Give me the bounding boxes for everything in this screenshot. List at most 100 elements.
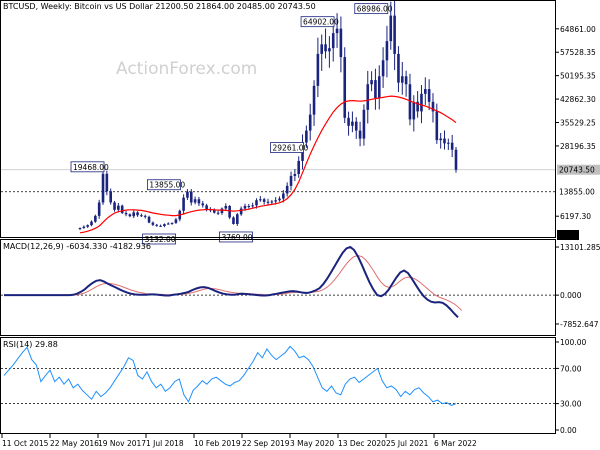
rsi-panel: 100.00 70.00 30.00 0.00	[1, 338, 586, 435]
candle-body	[239, 208, 243, 215]
candle-body	[255, 200, 258, 206]
annotation-label: 68986.00	[357, 5, 393, 14]
candle-body	[224, 205, 228, 209]
macd-panel: 13101.285 0.000 -7852.647	[1, 243, 600, 329]
macd-signal-line	[4, 254, 463, 311]
candle-body	[251, 205, 254, 207]
candle-body	[193, 199, 197, 203]
macd-panel-frame	[0, 239, 556, 336]
x-tick-label: 6 Mar 2022	[434, 439, 477, 448]
candle-body	[374, 80, 377, 98]
candle-body	[278, 198, 281, 201]
macd-tick-label: 0.000	[560, 291, 582, 300]
candle-body	[120, 205, 124, 213]
candle-body	[404, 76, 408, 85]
candle-body	[351, 121, 354, 126]
x-tick-label: 22 Sep 2019	[242, 439, 290, 448]
candle-body	[385, 41, 389, 61]
candle-body	[354, 121, 358, 131]
candle-body	[243, 205, 247, 209]
rsi-tick-label: 30.00	[560, 400, 582, 409]
x-tick-label: 25 Jul 2021	[386, 439, 429, 448]
candle-body	[362, 109, 366, 139]
candle-body	[174, 219, 178, 223]
candle-body	[305, 130, 308, 143]
candle-body	[136, 212, 139, 216]
level-label: 13855.00	[559, 188, 595, 197]
annotation-label: 64902.00	[303, 18, 339, 27]
candle-body	[358, 130, 362, 139]
x-tick-label: 3 May 2020	[290, 439, 334, 448]
annotation-label: 29261.00	[273, 144, 309, 153]
candle-body	[328, 48, 331, 52]
candle-body	[163, 224, 166, 226]
current-price-tag	[557, 164, 600, 175]
price-tick-label: 28196.35	[560, 142, 596, 151]
candle-body	[397, 53, 400, 83]
candle-body	[159, 225, 162, 227]
candle-body	[82, 226, 86, 229]
candle-body	[232, 217, 235, 224]
candle-body	[389, 15, 393, 42]
candle-body	[308, 114, 312, 131]
candle-body	[289, 175, 293, 186]
candle-body	[247, 205, 251, 207]
candle-body	[324, 44, 327, 52]
candle-body	[312, 85, 316, 115]
candle-body	[347, 117, 350, 126]
candle-body	[143, 215, 147, 217]
candle-body	[132, 212, 136, 217]
price-tick-label: 57528.35	[560, 48, 596, 57]
price-tick-label: 0.00	[559, 231, 576, 240]
zero-price-tag	[557, 230, 579, 240]
rsi-tick-label: 100.00	[560, 338, 586, 347]
candle-body	[228, 205, 231, 218]
x-tick-label: 11 Oct 2015	[2, 439, 49, 448]
annotation-box	[147, 179, 181, 191]
candle-body	[335, 28, 339, 34]
candle-body	[212, 209, 216, 213]
annotation-box	[270, 142, 304, 153]
candle-body	[412, 101, 416, 120]
candle-body	[117, 205, 120, 210]
candle-body	[408, 84, 412, 120]
candle-body	[140, 215, 143, 217]
x-tick-label: 22 May 2016	[50, 439, 99, 448]
rsi-panel-frame	[0, 337, 556, 434]
candle-body	[297, 160, 300, 175]
rsi-tick-label: 0.00	[560, 426, 577, 435]
candle-body	[450, 142, 454, 150]
price-tick-label: 64861.00	[560, 25, 596, 34]
annotation-box	[70, 161, 105, 173]
candle-body	[366, 84, 370, 110]
candle-body	[101, 173, 105, 203]
candle-body	[443, 138, 446, 144]
price-panel-title: BTCUSD, Weekly: Bitcoin vs US Dollar 212…	[3, 2, 316, 11]
candle-body	[416, 101, 419, 112]
annotation-box	[219, 231, 253, 243]
candle-body	[454, 149, 458, 170]
candle-body	[370, 80, 373, 85]
candle-body	[431, 101, 435, 112]
candle-body	[447, 142, 450, 144]
candle-body	[216, 212, 220, 214]
candle-body	[94, 215, 97, 222]
candle-body	[316, 53, 320, 86]
candle-body	[201, 203, 205, 206]
candle-body	[427, 89, 431, 102]
macd-tick-label: -7852.647	[560, 320, 599, 329]
candle-body	[343, 57, 347, 118]
candle-body	[86, 225, 89, 227]
candle-body	[381, 60, 385, 77]
x-tick-label: 13 Dec 2020	[338, 439, 386, 448]
rsi-tick-label: 70.00	[560, 364, 582, 373]
annotation-box	[142, 233, 176, 245]
candle-body	[420, 93, 423, 112]
candle-body	[128, 214, 132, 217]
price-tick-label: 42862.30	[560, 95, 596, 104]
candle-body	[439, 138, 442, 141]
x-tick-label: 1 Jul 2018	[146, 439, 184, 448]
candle-body	[205, 205, 208, 210]
candle-body	[182, 197, 185, 211]
